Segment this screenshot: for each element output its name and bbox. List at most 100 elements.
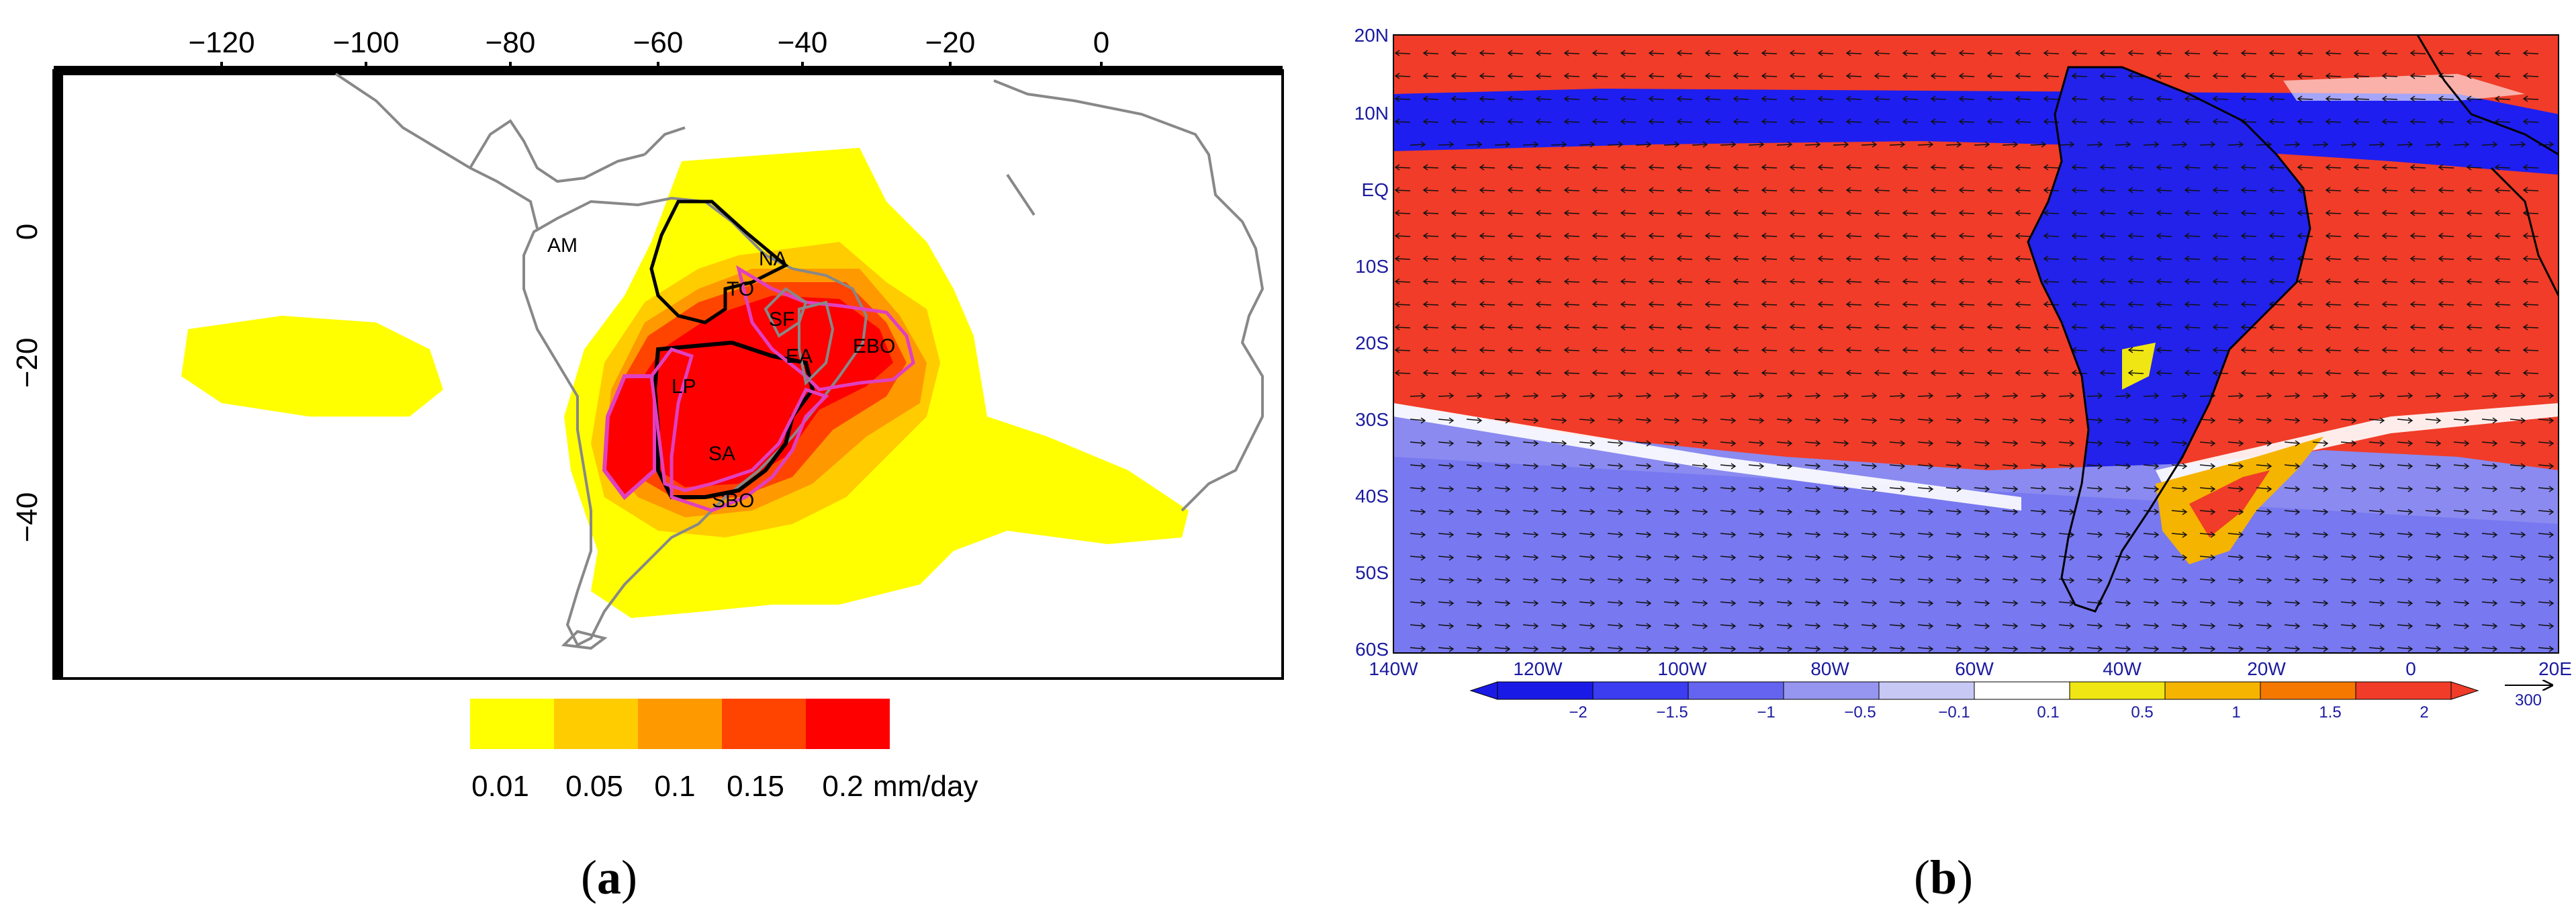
wind-arrow bbox=[2397, 509, 2413, 515]
region-label: LP bbox=[672, 376, 696, 398]
wind-arrow bbox=[2438, 210, 2454, 216]
wind-arrow bbox=[1592, 369, 1608, 376]
wind-arrow bbox=[2212, 210, 2229, 216]
wind-arrow bbox=[2340, 463, 2357, 470]
wind-arrow bbox=[2268, 324, 2285, 331]
wind-arrow bbox=[2538, 646, 2555, 652]
wind-arrow bbox=[1761, 95, 1778, 102]
wind-arrow bbox=[2199, 623, 2216, 629]
wind-arrow bbox=[2325, 73, 2342, 79]
wind-arrow bbox=[1663, 417, 1680, 424]
wind-arrow bbox=[2002, 392, 2019, 399]
wind-arrow bbox=[2284, 486, 2301, 492]
wind-arrow bbox=[1620, 50, 1637, 56]
legend-value: 0.2 bbox=[822, 770, 863, 803]
wind-arrow bbox=[2312, 577, 2329, 584]
wind-arrow bbox=[1833, 392, 1849, 399]
wind-arrow bbox=[2325, 164, 2342, 171]
wind-arrow bbox=[2284, 531, 2301, 538]
wind-arrow bbox=[2058, 141, 2075, 148]
wind-arrow bbox=[1466, 623, 1483, 629]
wind-arrow bbox=[2297, 278, 2313, 285]
wind-arrow bbox=[1451, 50, 1467, 56]
wind-arrow bbox=[1789, 50, 1806, 56]
wind-arrow bbox=[1410, 623, 1426, 629]
wind-arrow bbox=[2058, 463, 2075, 470]
wind-arrow bbox=[2115, 392, 2131, 399]
wind-arrow bbox=[1422, 324, 1439, 331]
wind-arrow bbox=[1607, 600, 1624, 607]
wind-arrow bbox=[1776, 509, 1793, 515]
wind-arrow bbox=[1776, 531, 1793, 538]
wind-arrow bbox=[2494, 324, 2511, 331]
wind-arrow bbox=[2481, 486, 2498, 492]
wind-arrow bbox=[2522, 324, 2539, 331]
wind-arrow bbox=[1986, 164, 2003, 171]
wind-arrow bbox=[2510, 554, 2526, 561]
wind-arrow bbox=[2381, 187, 2398, 193]
wind-arrow bbox=[2071, 301, 2088, 308]
wind-arrow bbox=[1833, 486, 1849, 492]
wind-arrow bbox=[2256, 486, 2272, 492]
wind-arrow bbox=[1833, 554, 1849, 561]
wind-arrow bbox=[2002, 509, 2019, 515]
wind-arrow bbox=[1845, 278, 1862, 285]
wind-arrow bbox=[1889, 646, 1906, 652]
wind-arrow bbox=[2043, 73, 2060, 79]
colorbar-cell bbox=[2260, 681, 2356, 700]
wind-arrow bbox=[2312, 417, 2329, 424]
wind-arrow bbox=[2030, 141, 2047, 148]
wind-arrow bbox=[1930, 347, 1947, 353]
wind-arrow bbox=[2199, 417, 2216, 424]
wind-arrow bbox=[1861, 554, 1878, 561]
wind-arrow bbox=[2184, 73, 2201, 79]
wind-arrow bbox=[1522, 531, 1539, 538]
wind-arrow bbox=[1733, 278, 1749, 285]
wind-arrow bbox=[2425, 646, 2442, 652]
wind-arrow bbox=[1720, 623, 1737, 629]
wind-arrow bbox=[2240, 232, 2257, 239]
legend-unit: mm/day bbox=[873, 770, 978, 803]
wind-arrow bbox=[2099, 118, 2116, 125]
wind-arrow bbox=[2227, 417, 2244, 424]
wind-arrow bbox=[1676, 73, 1693, 79]
wind-arrow bbox=[1663, 623, 1680, 629]
wind-arrow bbox=[2156, 95, 2172, 102]
wind-arrow bbox=[2353, 232, 2370, 239]
wind-arrow bbox=[1804, 141, 1821, 148]
wind-arrow bbox=[1776, 577, 1793, 584]
wind-arrow bbox=[1930, 369, 1947, 376]
wind-arrow bbox=[1817, 278, 1834, 285]
wind-arrow bbox=[1692, 600, 1708, 607]
wind-arrow bbox=[2409, 278, 2426, 285]
wind-arrow bbox=[2538, 440, 2555, 447]
wind-arrow bbox=[1635, 577, 1652, 584]
wind-arrow bbox=[1761, 278, 1778, 285]
wind-arrow bbox=[1438, 623, 1455, 629]
wind-arrow bbox=[2381, 118, 2398, 125]
wind-arrow bbox=[1635, 646, 1652, 652]
wind-arrow bbox=[2115, 600, 2131, 607]
wind-arrow bbox=[1620, 255, 1637, 262]
legend-swatch bbox=[638, 699, 722, 749]
wind-arrow bbox=[1579, 646, 1596, 652]
wind-arrow bbox=[2240, 347, 2257, 353]
wind-arrow bbox=[1986, 232, 2003, 239]
wind-arrow bbox=[1394, 278, 1411, 285]
wind-arrow bbox=[1551, 463, 1567, 470]
wind-arrow bbox=[1479, 369, 1496, 376]
wind-arrow bbox=[2325, 187, 2342, 193]
wind-arrow bbox=[1833, 440, 1849, 447]
wind-arrow bbox=[2212, 187, 2229, 193]
wind-arrow bbox=[1761, 164, 1778, 171]
wind-arrow bbox=[2494, 50, 2511, 56]
wind-arrow bbox=[2494, 347, 2511, 353]
wind-arrow bbox=[1692, 417, 1708, 424]
wind-arrow bbox=[2086, 463, 2103, 470]
wind-arrow bbox=[2368, 623, 2385, 629]
wind-arrow bbox=[2099, 278, 2116, 285]
wind-arrow bbox=[2538, 531, 2555, 538]
wind-arrow bbox=[2099, 164, 2116, 171]
wind-arrow bbox=[1930, 95, 1947, 102]
wind-arrow bbox=[2071, 324, 2088, 331]
